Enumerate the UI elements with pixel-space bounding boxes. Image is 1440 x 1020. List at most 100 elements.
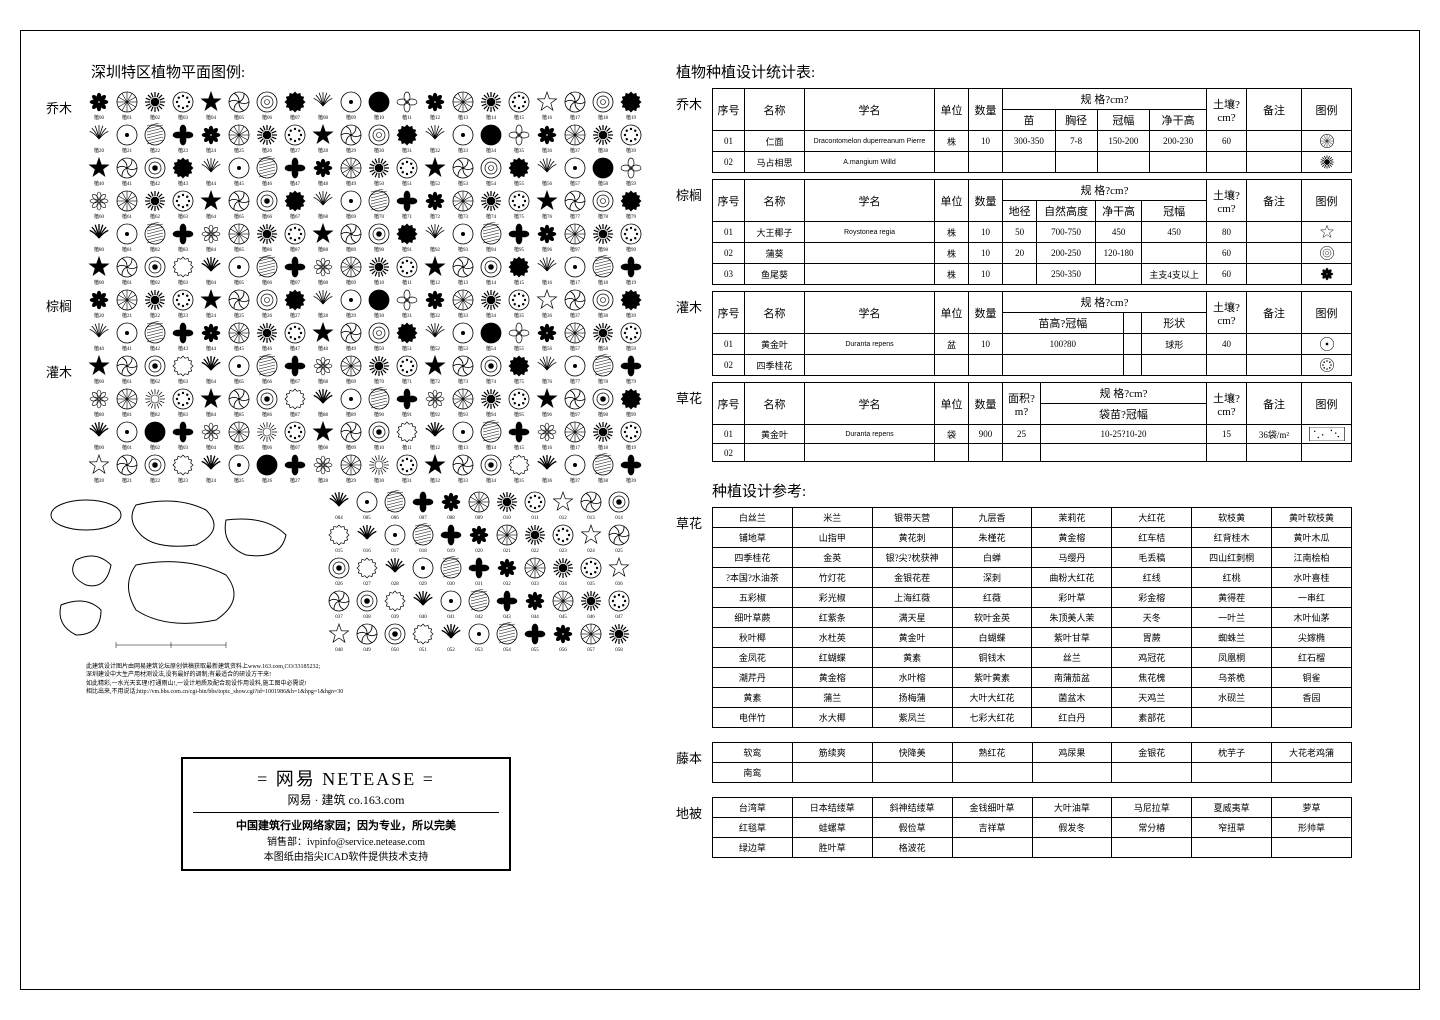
- symbol-grid: 植40植41植42植43植44植45植46植47植48植49植50植51植52植…: [86, 321, 644, 352]
- plant-symbol: 植09: [338, 420, 364, 451]
- symbol-grid: 植60植61植62植63植64植65植66植67植68植69植70植71植72植…: [86, 189, 644, 220]
- plant-symbol: 027: [354, 556, 380, 587]
- plant-symbol: 植52: [422, 321, 448, 352]
- plant-symbol: 植89: [338, 387, 364, 418]
- plant-symbol: 041: [438, 589, 464, 620]
- plant-symbol: 植55: [506, 156, 532, 187]
- plant-symbol: 植88: [310, 222, 336, 253]
- plant-symbol: 植13: [450, 420, 476, 451]
- plant-symbol: 011: [522, 490, 548, 521]
- ref-cell: 彩叶草: [1032, 588, 1112, 608]
- plant-symbol: 植93: [450, 222, 476, 253]
- ref-cell: 铺地草: [713, 528, 793, 548]
- ref-category-label: 藤本: [676, 742, 712, 783]
- plant-symbol: 植43: [170, 156, 196, 187]
- ref-cell: 胃蕨: [1112, 628, 1192, 648]
- ref-cell: 假发冬: [1032, 818, 1112, 838]
- plant-symbol: 植03: [170, 420, 196, 451]
- plant-symbol: 植37: [562, 288, 588, 319]
- symbol-row: 植40植41植42植43植44植45植46植47植48植49植50植51植52植…: [46, 156, 646, 187]
- plant-symbol: 021: [494, 523, 520, 554]
- stat-subheader: 冠幅: [1142, 201, 1207, 222]
- plant-symbol: 植08: [310, 255, 336, 286]
- plant-symbol: 植63: [170, 189, 196, 220]
- plant-symbol: 植49: [338, 321, 364, 352]
- ref-cell: 红桃: [1192, 568, 1272, 588]
- ref-cell: 红石榴: [1272, 648, 1352, 668]
- ref-tables: 草花白丝兰米兰银带天营九层香茉莉花大红花软枝黄黄叶软枝黄铺地草山指甲黄花刺朱槿花…: [676, 507, 1394, 858]
- plant-symbol: 植55: [506, 321, 532, 352]
- plant-symbol: 植16: [534, 255, 560, 286]
- plant-symbol: 植97: [562, 222, 588, 253]
- stat-row: 03鱼尾葵株10250-350主支4支以上60: [713, 264, 1352, 285]
- stat-cell: 200-230: [1150, 131, 1207, 152]
- plant-symbol: 植73: [450, 354, 476, 385]
- plant-symbol: 053: [466, 622, 492, 653]
- ref-cell: 金凤花: [713, 648, 793, 668]
- plant-symbol: 植07: [282, 90, 308, 121]
- ref-cell: 银?尖?枕获神: [872, 548, 952, 568]
- plant-symbol: 植18: [590, 420, 616, 451]
- plant-symbol: 014: [606, 490, 632, 521]
- plant-symbol: 植36: [534, 123, 560, 154]
- ref-cell: 米兰: [792, 508, 872, 528]
- plant-symbol: 植59: [618, 321, 644, 352]
- symbol-row: 植00植01植02植03植04植05植06植07植08植09植10植11植12植…: [46, 420, 646, 451]
- ref-cell: 台湾草: [713, 798, 793, 818]
- symbol-grid: 植60植61植62植63植64植65植66植67植68植69植70植71植72植…: [86, 354, 644, 385]
- plant-symbol: 植33: [450, 123, 476, 154]
- plant-symbol: 植05: [226, 90, 252, 121]
- plant-symbol: 009: [466, 490, 492, 521]
- stat-header: 数量: [969, 383, 1003, 425]
- ref-cell: 天鸡兰: [1112, 688, 1192, 708]
- stat-cell: 10: [969, 243, 1003, 264]
- plant-symbol: 植19: [618, 420, 644, 451]
- stat-cell: [1247, 264, 1302, 285]
- ref-row: 秋叶椰水杜英黄金叶白蝴蝶紫叶甘草胃蕨蜘蛛兰尖嫁椭: [713, 628, 1352, 648]
- ref-cell: 鸡尿果: [1032, 743, 1112, 763]
- stat-cell: 10: [969, 222, 1003, 243]
- stat-cell: [1003, 264, 1037, 285]
- plant-symbol: 007: [410, 490, 436, 521]
- stat-cell: 袋: [935, 425, 969, 444]
- plant-symbol: 植86: [254, 222, 280, 253]
- stat-header: 学名: [805, 383, 935, 425]
- ref-cell: 黄金叶: [872, 628, 952, 648]
- plant-symbol: 植34: [478, 453, 504, 484]
- plant-symbol: 植82: [142, 222, 168, 253]
- ref-row: 白丝兰米兰银带天营九层香茉莉花大红花软枝黄黄叶软枝黄: [713, 508, 1352, 528]
- stat-header: 图例: [1302, 89, 1352, 131]
- footnote-line: 深圳建设中大生产用材测设法,没有最好的调制;有最适合的研设方干来!: [86, 671, 606, 679]
- plant-symbol: 植54: [478, 321, 504, 352]
- ref-row: 南鸾: [713, 763, 1352, 783]
- stat-cell: [1142, 243, 1207, 264]
- plant-symbol: 植07: [282, 255, 308, 286]
- plant-symbol: 023: [550, 523, 576, 554]
- stat-cell: [1302, 444, 1352, 462]
- plant-symbol: 植22: [142, 453, 168, 484]
- plant-symbol: 植17: [562, 90, 588, 121]
- stat-cell: [1207, 152, 1247, 173]
- symbol-grid: 植20植21植22植23植24植25植26植27植28植29植30植31植32植…: [86, 453, 644, 484]
- stat-cell: 黄金叶: [745, 425, 805, 444]
- plant-symbol: 植92: [422, 387, 448, 418]
- plant-symbol: 植42: [142, 321, 168, 352]
- ref-row: 潮芹丹黄金榕水叶榕紫叶黄素南蒲茄盆焦花槐乌茶桅铜雀: [713, 668, 1352, 688]
- stat-header: 名称: [745, 89, 805, 131]
- ref-cell: 胜叶草: [792, 838, 872, 858]
- plant-symbol: 植65: [226, 354, 252, 385]
- plant-symbol: 植08: [310, 420, 336, 451]
- plant-symbol: 植34: [478, 288, 504, 319]
- ref-cell: 曲粉大红花: [1032, 568, 1112, 588]
- plant-symbol: 植18: [590, 255, 616, 286]
- stat-header: 土壤?cm?: [1207, 180, 1247, 222]
- plant-symbol: 植21: [114, 123, 140, 154]
- plant-symbol: 040: [410, 589, 436, 620]
- stat-block: 灌木序号名称学名单位数量规 格?cm?土壤?cm?备注图例苗高?冠幅形状01黄金…: [676, 291, 1394, 376]
- plant-symbol: 植50: [366, 156, 392, 187]
- stat-cell: [1097, 152, 1150, 173]
- symbol-grid: 植20植21植22植23植24植25植26植27植28植29植30植31植32植…: [86, 123, 644, 154]
- plant-symbol: 035: [578, 556, 604, 587]
- plant-symbol: 植20: [86, 453, 112, 484]
- plant-symbol: 植30: [366, 288, 392, 319]
